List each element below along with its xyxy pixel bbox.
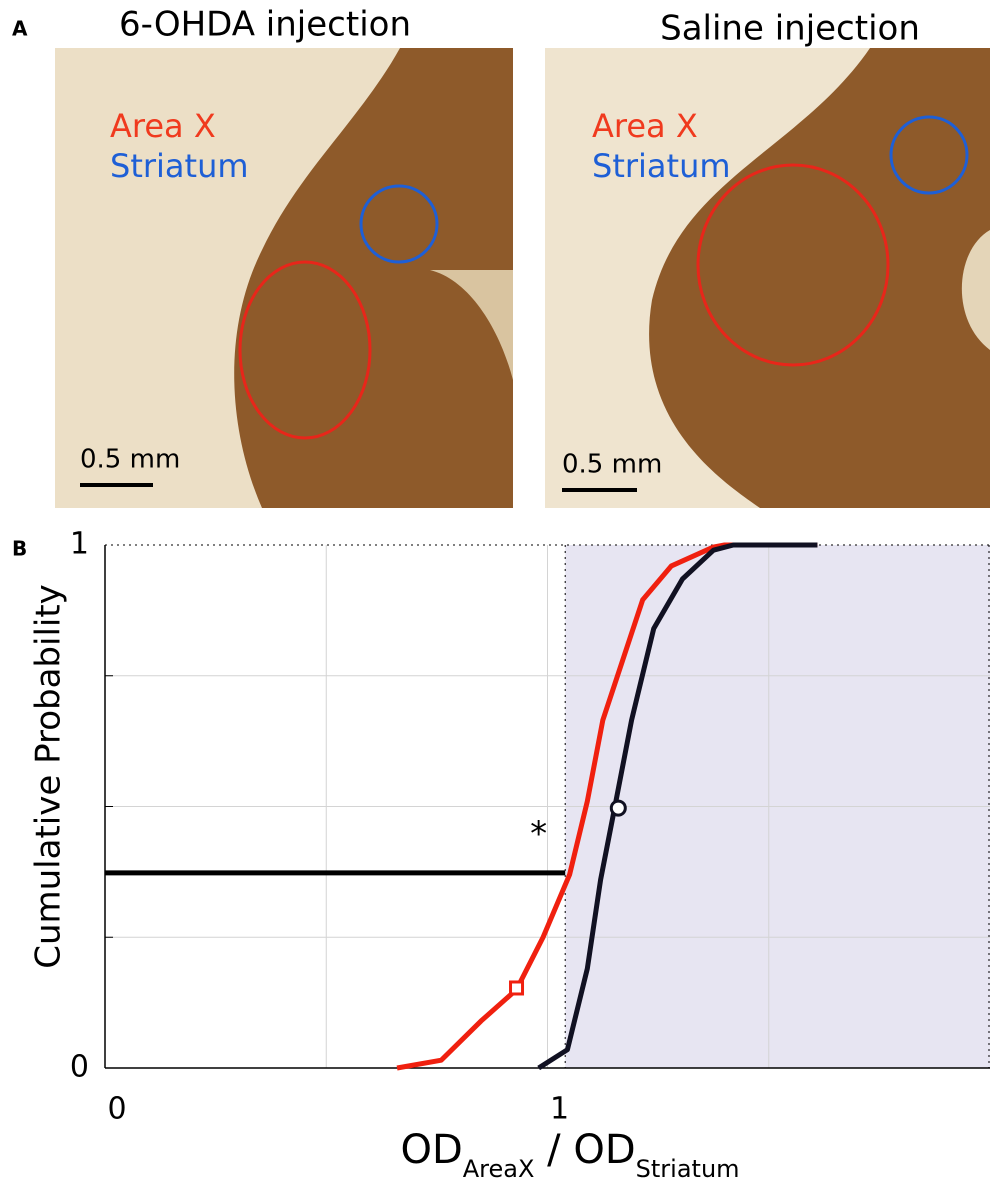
x-tick-label: 0 (107, 1092, 126, 1127)
scale-bar-label: 0.5 mm (80, 445, 180, 475)
page: {"panel_a": {"label": "A", "images": [ {… (0, 0, 991, 1191)
region-label: Striatum (592, 147, 731, 185)
scale-bar-label: 0.5 mm (562, 450, 662, 480)
y-tick-label: 1 (70, 527, 89, 562)
x-axis-label-part: / OD (534, 1127, 635, 1173)
region-label: Area X (592, 107, 698, 145)
panel-label: B (12, 537, 27, 561)
marker (511, 982, 523, 994)
image-title: 6-OHDA injection (119, 5, 411, 45)
annotation: * (530, 814, 547, 854)
x-axis-label-part: Striatum (636, 1155, 740, 1183)
x-axis-label-part: AreaX (463, 1155, 535, 1183)
marker (611, 801, 625, 815)
region-label: Area X (110, 107, 216, 145)
x-axis-label: ODAreaX / ODStriatum (400, 1127, 739, 1183)
panel-label: A (12, 17, 28, 41)
region-label: Striatum (110, 147, 249, 185)
x-axis-label-part: OD (400, 1127, 462, 1173)
figure: A 6-OHDA injection Saline injection Area… (0, 0, 991, 1191)
image-title: Saline injection (660, 9, 920, 49)
y-tick-label: 0 (70, 1050, 89, 1085)
y-axis-label: Cumulative Probability (29, 584, 69, 969)
x-tick-label: 1 (550, 1092, 569, 1127)
